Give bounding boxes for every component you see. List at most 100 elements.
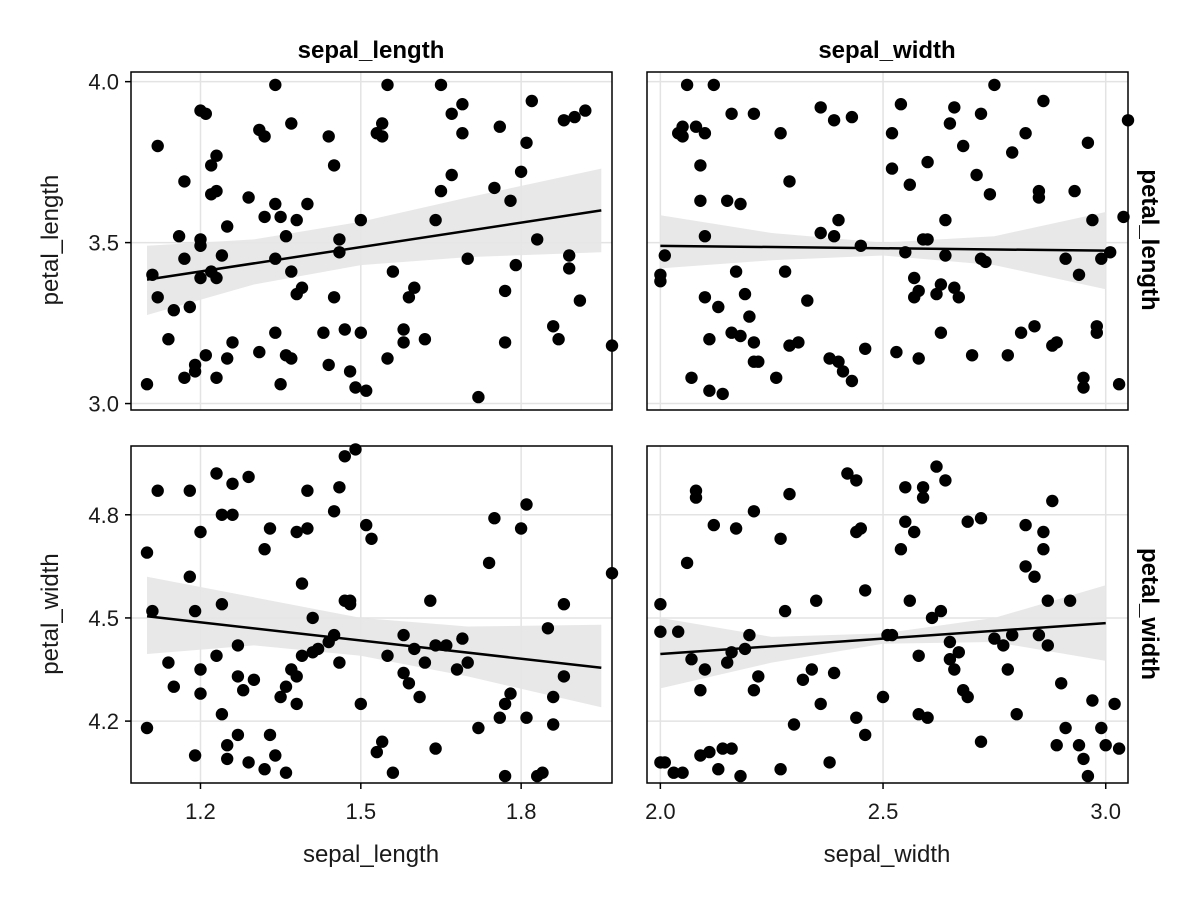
data-point [1112,742,1126,755]
data-point [290,670,303,683]
data-point [402,291,416,304]
data-point [536,766,549,779]
data-point [349,443,362,456]
data-point [360,518,373,532]
data-point [547,690,560,704]
data-point [333,481,346,494]
data-point [167,304,180,317]
data-point [205,159,218,172]
data-point [1072,739,1086,752]
data-point [327,291,341,304]
data-point [557,598,571,611]
data-point [689,491,703,504]
data-point [778,604,792,618]
data-point [397,323,410,336]
data-point [1001,663,1014,676]
y-tick-label: 4.8 [88,503,119,528]
data-point [285,352,298,365]
data-point [934,326,948,339]
data-point [792,336,805,349]
x-tick-label: 3.0 [1090,799,1121,824]
data-point [456,632,469,645]
x-tick-label: 2.5 [868,799,899,824]
data-point [698,663,712,676]
data-point [408,281,421,294]
data-point [734,329,747,343]
data-point [269,749,282,762]
data-point [805,663,818,676]
data-point [943,653,957,666]
data-point [912,649,925,662]
data-point [199,107,212,121]
data-point [1077,381,1090,394]
data-point [965,349,979,362]
data-point [194,663,207,676]
data-point [943,117,957,130]
data-point [140,546,154,559]
data-point [445,168,458,182]
data-point [1081,769,1095,783]
data-point [162,656,175,669]
facet-label-row-2: petal_width [1136,548,1163,680]
data-point [1077,752,1090,766]
data-point [894,543,908,556]
data-point [301,522,314,535]
panel-1: 3.0 3.5 4.0 [88,70,619,417]
data-point [231,670,245,683]
data-point [1095,721,1108,735]
data-point [488,181,501,195]
data-point [274,690,287,704]
data-point [349,381,362,394]
data-point [322,130,335,143]
y-tick-label: 4.2 [88,709,119,734]
data-point [461,252,474,265]
data-point [698,127,712,140]
data-point [338,450,351,463]
data-point [943,635,957,649]
data-point [734,197,747,211]
data-point [885,127,899,140]
data-point [1117,210,1130,224]
data-point [1037,525,1050,539]
data-point [285,265,298,278]
data-point [1095,252,1108,265]
data-point [859,584,872,597]
data-point [215,508,229,521]
data-point [472,721,485,735]
regression-line [146,614,602,670]
data-point [541,622,555,635]
data-point [948,101,961,114]
y-tick-label: 4.0 [88,70,119,95]
data-point [974,107,988,121]
data-point [151,484,164,497]
data-point [194,271,207,285]
data-point [424,594,437,607]
data-point [729,522,743,535]
data-point [386,265,400,278]
data-point [774,127,787,140]
data-point [845,374,859,388]
data-point [903,178,916,191]
y-tick-label: 3.0 [88,392,119,417]
data-point [725,646,738,659]
data-point [194,525,207,539]
data-point [899,246,912,259]
data-point [290,213,303,227]
data-point [979,255,992,269]
data-point [1055,677,1068,690]
data-point [921,155,934,169]
data-point [832,355,845,368]
data-point [1081,136,1095,149]
data-point [903,594,916,607]
data-point [1050,336,1063,349]
data-point [354,213,367,227]
data-point [408,642,421,656]
data-point [504,194,517,207]
data-point [778,265,792,278]
data-point [306,611,319,625]
data-point [1019,127,1032,140]
data-point [1037,543,1050,556]
data-point [658,249,671,262]
data-point [263,728,277,742]
data-point [961,515,974,528]
